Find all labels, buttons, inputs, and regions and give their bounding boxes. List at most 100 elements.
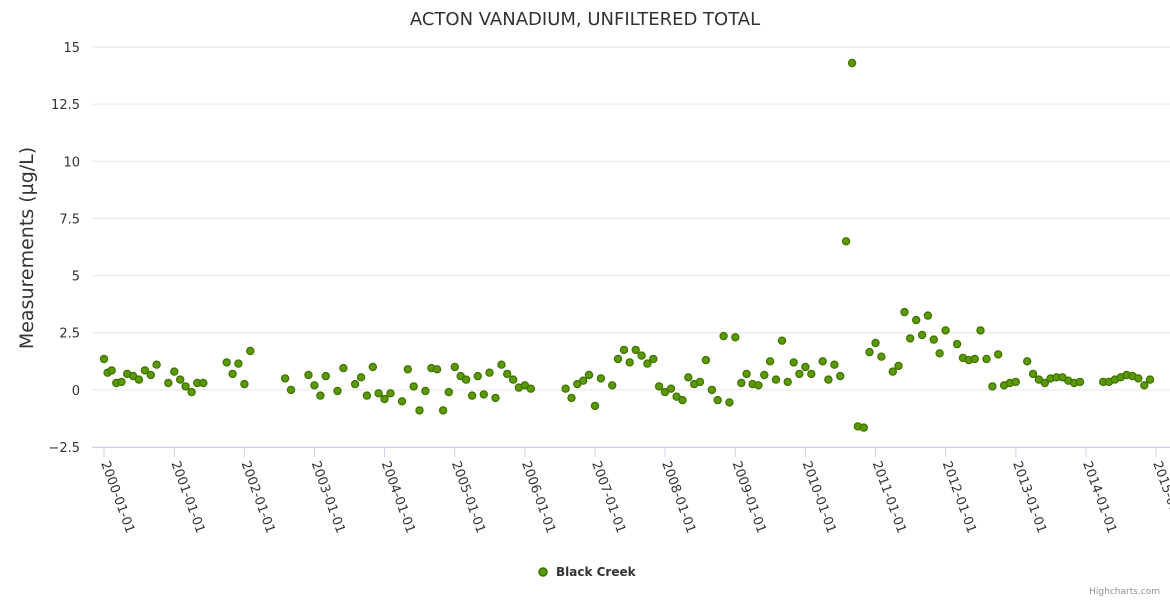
- data-point[interactable]: [1075, 377, 1085, 387]
- data-point[interactable]: [1145, 375, 1155, 384]
- data-point[interactable]: [175, 375, 185, 384]
- data-point[interactable]: [304, 370, 313, 380]
- data-point[interactable]: [847, 58, 857, 68]
- data-point[interactable]: [830, 360, 839, 369]
- data-point[interactable]: [637, 351, 646, 360]
- data-point[interactable]: [666, 384, 676, 393]
- data-point[interactable]: [333, 386, 342, 396]
- data-point[interactable]: [923, 311, 933, 320]
- data-point[interactable]: [976, 326, 985, 335]
- data-point[interactable]: [99, 354, 109, 364]
- data-point[interactable]: [713, 395, 722, 405]
- data-point[interactable]: [280, 374, 290, 383]
- data-point[interactable]: [719, 331, 728, 341]
- data-point[interactable]: [877, 352, 886, 361]
- data-point[interactable]: [906, 334, 915, 343]
- data-point[interactable]: [450, 362, 459, 372]
- data-point[interactable]: [584, 370, 594, 380]
- data-point[interactable]: [1011, 377, 1021, 387]
- data-point[interactable]: [725, 398, 734, 407]
- data-point[interactable]: [818, 357, 827, 366]
- data-point[interactable]: [654, 382, 664, 391]
- legend-item-black-creek[interactable]: Black Creek: [556, 565, 637, 579]
- data-point[interactable]: [438, 406, 448, 415]
- data-point[interactable]: [760, 370, 769, 380]
- data-point[interactable]: [170, 367, 179, 376]
- data-point[interactable]: [222, 358, 231, 367]
- data-point[interactable]: [526, 384, 536, 393]
- data-point[interactable]: [503, 369, 512, 379]
- data-point[interactable]: [1134, 374, 1143, 383]
- data-point[interactable]: [859, 423, 869, 432]
- data-point[interactable]: [596, 374, 606, 383]
- data-point[interactable]: [783, 377, 792, 387]
- data-point[interactable]: [649, 354, 658, 364]
- data-point[interactable]: [789, 358, 798, 367]
- data-point[interactable]: [380, 394, 389, 404]
- data-point[interactable]: [935, 349, 944, 358]
- legend[interactable]: Black Creek: [538, 565, 637, 579]
- credits-link[interactable]: Highcharts.com: [1089, 587, 1160, 597]
- data-point[interactable]: [164, 378, 173, 388]
- data-point[interactable]: [321, 371, 330, 381]
- data-point[interactable]: [461, 375, 471, 384]
- data-point[interactable]: [836, 371, 845, 381]
- data-point[interactable]: [619, 345, 629, 355]
- data-point[interactable]: [140, 366, 150, 375]
- data-point[interactable]: [432, 365, 442, 374]
- data-point[interactable]: [970, 354, 979, 364]
- data-point[interactable]: [1022, 357, 1032, 366]
- data-point[interactable]: [707, 385, 717, 395]
- data-point[interactable]: [894, 361, 903, 371]
- data-point[interactable]: [871, 338, 880, 348]
- data-point[interactable]: [1028, 369, 1038, 379]
- data-point[interactable]: [1140, 381, 1149, 390]
- data-point[interactable]: [485, 368, 494, 377]
- data-point[interactable]: [152, 360, 161, 369]
- data-point[interactable]: [403, 365, 412, 374]
- data-point[interactable]: [356, 373, 366, 382]
- data-point[interactable]: [929, 335, 939, 344]
- data-point[interactable]: [613, 354, 623, 364]
- data-point[interactable]: [310, 381, 319, 390]
- data-point[interactable]: [146, 370, 155, 380]
- data-point[interactable]: [731, 333, 740, 342]
- data-point[interactable]: [807, 369, 816, 379]
- data-point[interactable]: [888, 367, 898, 376]
- data-point[interactable]: [590, 401, 600, 411]
- data-point[interactable]: [900, 307, 909, 317]
- data-point[interactable]: [795, 369, 804, 379]
- data-point[interactable]: [631, 345, 640, 355]
- data-point[interactable]: [107, 366, 116, 375]
- data-point[interactable]: [444, 387, 453, 397]
- data-point[interactable]: [952, 339, 962, 349]
- data-point[interactable]: [994, 350, 1003, 359]
- data-point[interactable]: [771, 375, 781, 384]
- data-point[interactable]: [117, 377, 126, 387]
- data-point[interactable]: [865, 347, 874, 357]
- data-point[interactable]: [421, 386, 430, 396]
- data-point[interactable]: [765, 357, 775, 366]
- data-point[interactable]: [643, 359, 652, 368]
- data-point[interactable]: [286, 385, 296, 395]
- data-point[interactable]: [737, 378, 746, 388]
- data-point[interactable]: [199, 378, 208, 388]
- data-point[interactable]: [240, 379, 249, 389]
- data-point[interactable]: [567, 393, 576, 403]
- data-point[interactable]: [386, 389, 395, 398]
- data-point[interactable]: [362, 391, 372, 400]
- data-point[interactable]: [350, 379, 360, 389]
- data-point[interactable]: [678, 395, 687, 405]
- data-point[interactable]: [316, 391, 325, 400]
- data-point[interactable]: [988, 382, 997, 391]
- data-point[interactable]: [491, 393, 500, 403]
- data-point[interactable]: [742, 369, 751, 379]
- data-point[interactable]: [561, 384, 570, 393]
- data-point[interactable]: [695, 377, 705, 387]
- data-point[interactable]: [777, 336, 787, 345]
- data-point[interactable]: [234, 359, 243, 368]
- data-point[interactable]: [187, 387, 196, 397]
- data-point[interactable]: [754, 381, 763, 390]
- data-point[interactable]: [625, 358, 634, 367]
- data-point[interactable]: [684, 373, 693, 382]
